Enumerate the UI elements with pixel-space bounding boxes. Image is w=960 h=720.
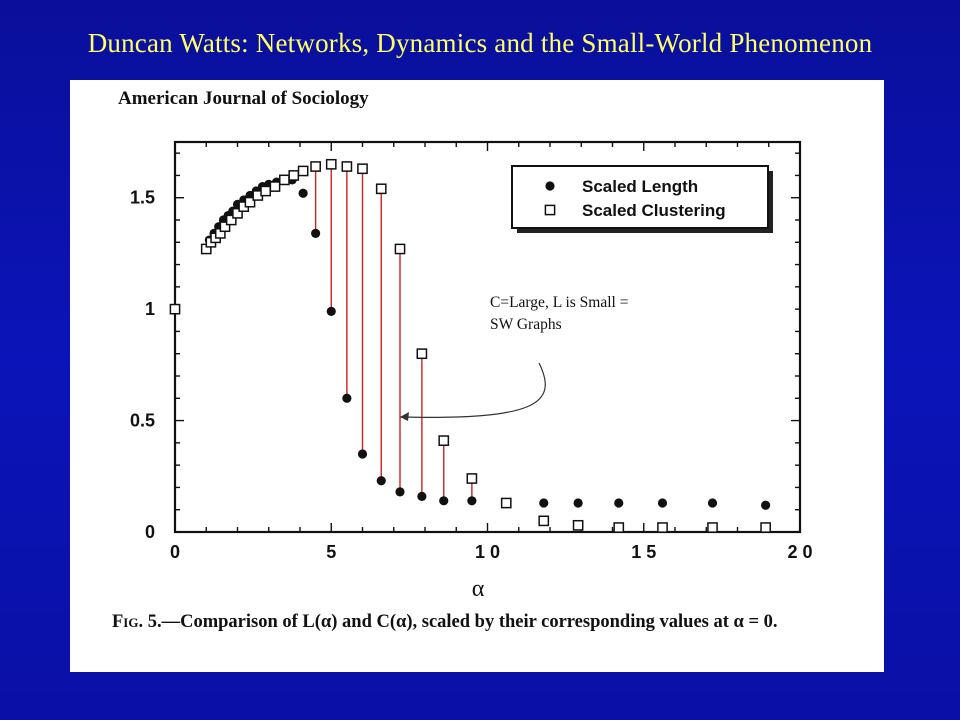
legend-label: Scaled Length xyxy=(582,177,698,196)
clustering-point xyxy=(225,214,237,226)
clustering-point xyxy=(466,473,478,484)
length-point xyxy=(761,500,771,510)
clustering-point xyxy=(538,515,550,527)
clustering-point xyxy=(269,181,281,192)
y-tick-label: 1 xyxy=(145,299,155,319)
legend-label: Scaled Clustering xyxy=(582,201,726,220)
length-point xyxy=(326,306,336,316)
clustering-point xyxy=(357,163,368,175)
x-tick-label: 2 0 xyxy=(787,542,812,562)
clustering-point xyxy=(500,497,512,509)
series-scaled-clustering xyxy=(169,158,771,533)
length-point xyxy=(707,498,718,508)
clustering-point xyxy=(244,196,256,208)
annotation-arrow xyxy=(399,362,546,418)
length-point xyxy=(614,498,624,508)
length-point xyxy=(342,393,352,403)
clustering-point xyxy=(288,170,300,181)
length-point xyxy=(417,491,427,501)
data-series xyxy=(169,158,771,533)
clustering-point xyxy=(760,522,771,533)
length-point xyxy=(376,476,386,486)
y-tick-label: 0.5 xyxy=(130,411,155,431)
length-point xyxy=(657,498,668,508)
x-tick-label: 1 0 xyxy=(475,542,500,562)
clustering-point xyxy=(657,522,668,533)
x-tick-label: 1 5 xyxy=(631,542,656,562)
clustering-point xyxy=(707,522,718,533)
annotation-arrowhead xyxy=(400,412,409,421)
plot-frame xyxy=(173,140,802,534)
legend-marker-clustering xyxy=(544,204,556,216)
clustering-point xyxy=(232,207,243,219)
length-point xyxy=(467,496,477,506)
clustering-point xyxy=(310,161,321,172)
length-point xyxy=(357,449,368,459)
clustering-point xyxy=(341,161,353,172)
y-axis-ticks: 0 0.5 1 1.5 xyxy=(130,188,155,542)
clustering-point xyxy=(394,243,406,255)
clustering-point xyxy=(325,158,337,170)
highlight-lines xyxy=(314,164,473,501)
length-point xyxy=(573,498,583,508)
clustering-point xyxy=(219,221,231,233)
y-tick-label: 0 xyxy=(145,522,155,542)
y-tick-label: 1.5 xyxy=(130,188,155,208)
x-axis-ticks: 0 5 1 0 1 5 2 0 xyxy=(170,542,813,562)
clustering-point xyxy=(572,519,584,531)
x-axis-label: α xyxy=(472,576,485,600)
legend: Scaled Length Scaled Clustering xyxy=(511,165,773,233)
caption-text: —Comparison of L(α) and C(α), scaled by … xyxy=(161,612,778,632)
paper-scan: American Journal of Sociology 0 5 1 0 1 5 2 … xyxy=(70,80,884,672)
clustering-point xyxy=(169,303,181,315)
annotation-line-1: C=Large, L is Small = xyxy=(490,294,629,311)
clustering-point xyxy=(260,185,271,197)
clustering-point xyxy=(438,435,450,446)
annotation-note: C=Large, L is Small = SW Graphs xyxy=(490,292,628,336)
length-point xyxy=(539,498,549,508)
journal-name: American Journal of Sociology xyxy=(118,88,369,109)
x-tick-label: 5 xyxy=(326,542,336,562)
annotation-line-2: SW Graphs xyxy=(490,316,562,333)
length-point xyxy=(311,228,321,238)
clustering-point xyxy=(416,348,428,360)
clustering-point xyxy=(613,522,625,533)
length-point xyxy=(395,487,405,497)
caption-prefix: Fig. 5. xyxy=(112,612,162,632)
length-point xyxy=(298,188,308,198)
clustering-point xyxy=(297,165,309,177)
figure-caption: Fig. 5.—Comparison of L(α) and C(α), sca… xyxy=(112,610,882,634)
clustering-point xyxy=(375,183,387,195)
slide-title: Duncan Watts: Networks, Dynamics and the… xyxy=(87,28,873,58)
clustering-point xyxy=(279,174,290,186)
legend-marker-length xyxy=(545,181,555,191)
legend-box xyxy=(511,165,769,229)
length-point xyxy=(439,496,449,506)
x-tick-label: 0 xyxy=(170,542,180,562)
